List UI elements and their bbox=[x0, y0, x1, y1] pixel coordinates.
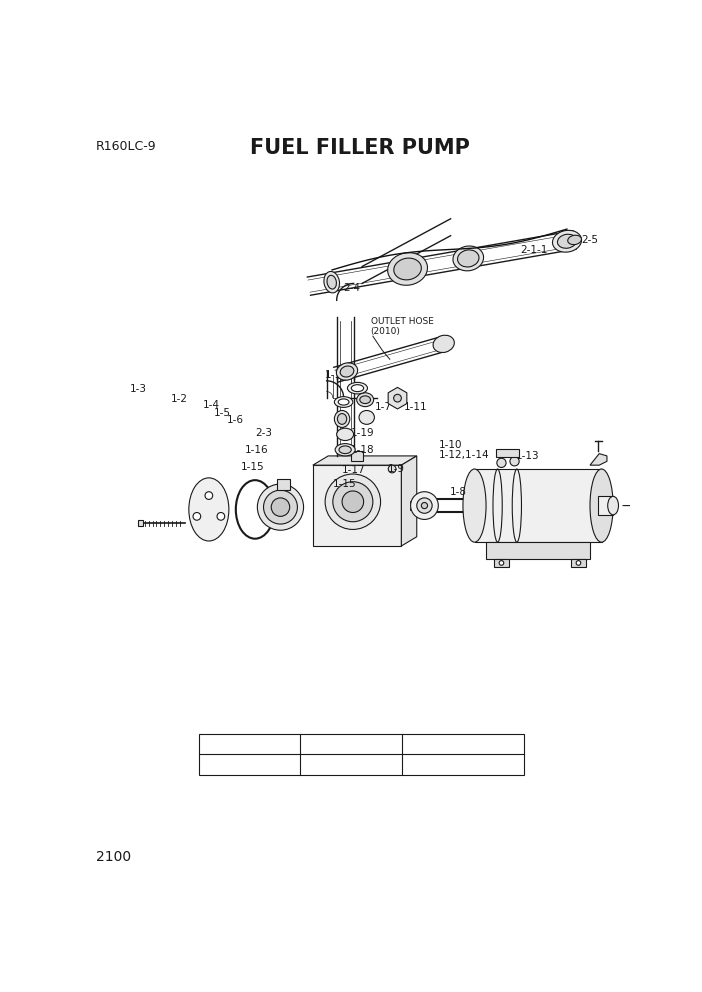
Ellipse shape bbox=[433, 335, 454, 352]
Bar bbox=[475, 469, 602, 543]
Circle shape bbox=[271, 498, 290, 517]
Text: Description: Description bbox=[218, 739, 282, 749]
Circle shape bbox=[499, 560, 504, 565]
Ellipse shape bbox=[463, 469, 486, 543]
Text: 1-5: 1-5 bbox=[214, 408, 231, 419]
Ellipse shape bbox=[557, 234, 576, 248]
Ellipse shape bbox=[324, 272, 340, 293]
Ellipse shape bbox=[394, 258, 421, 280]
Ellipse shape bbox=[327, 276, 336, 289]
Text: 1-6: 1-6 bbox=[227, 415, 244, 426]
Circle shape bbox=[417, 498, 432, 513]
Circle shape bbox=[342, 491, 364, 513]
Ellipse shape bbox=[347, 382, 367, 394]
Text: 2-5: 2-5 bbox=[581, 235, 598, 245]
Text: 1-15: 1-15 bbox=[333, 479, 357, 489]
Text: 1-4, 1-5, 1-6, 1-7: 1-4, 1-5, 1-6, 1-7 bbox=[416, 760, 510, 770]
Text: 2-1: 2-1 bbox=[462, 258, 479, 268]
Bar bbox=[138, 520, 143, 527]
Text: 2100: 2100 bbox=[95, 849, 131, 864]
Text: FUEL FILLER PUMP: FUEL FILLER PUMP bbox=[250, 138, 470, 158]
Bar bbox=[494, 559, 509, 566]
Circle shape bbox=[217, 513, 225, 520]
Circle shape bbox=[193, 513, 201, 520]
Ellipse shape bbox=[568, 235, 581, 245]
Ellipse shape bbox=[351, 385, 364, 392]
Text: 1-2: 1-2 bbox=[171, 395, 188, 405]
Ellipse shape bbox=[590, 469, 613, 543]
Bar bbox=[313, 465, 402, 546]
Ellipse shape bbox=[338, 414, 347, 425]
Text: 1-13: 1-13 bbox=[516, 451, 540, 461]
Ellipse shape bbox=[339, 446, 351, 453]
Text: 2-3: 2-3 bbox=[255, 429, 272, 438]
Bar bbox=[199, 733, 524, 775]
Circle shape bbox=[263, 490, 298, 524]
Text: 1-10: 1-10 bbox=[439, 439, 463, 449]
Text: 21EM-46201: 21EM-46201 bbox=[317, 760, 386, 770]
Text: 1-16: 1-16 bbox=[245, 445, 269, 455]
Circle shape bbox=[325, 474, 380, 530]
Text: 2-1-1: 2-1-1 bbox=[521, 245, 548, 255]
Text: 1-8: 1-8 bbox=[450, 487, 467, 497]
Circle shape bbox=[576, 560, 581, 565]
Text: 1-12,1-14: 1-12,1-14 bbox=[439, 449, 490, 459]
Circle shape bbox=[497, 458, 506, 467]
Circle shape bbox=[421, 503, 428, 509]
Ellipse shape bbox=[360, 396, 371, 404]
Ellipse shape bbox=[334, 397, 353, 408]
Text: 1-4: 1-4 bbox=[203, 401, 220, 411]
Text: SERVICE KIT: SERVICE KIT bbox=[216, 760, 284, 770]
Circle shape bbox=[411, 492, 438, 520]
Polygon shape bbox=[313, 456, 417, 465]
Text: 1-19: 1-19 bbox=[351, 429, 375, 438]
Bar bbox=[350, 450, 363, 461]
Bar bbox=[486, 543, 590, 559]
Text: Parts no: Parts no bbox=[329, 739, 374, 749]
Ellipse shape bbox=[334, 411, 350, 428]
Ellipse shape bbox=[608, 496, 618, 515]
Circle shape bbox=[510, 456, 519, 466]
Circle shape bbox=[258, 484, 303, 530]
Text: Included item: Included item bbox=[425, 739, 501, 749]
Text: 1-7: 1-7 bbox=[374, 402, 392, 412]
Polygon shape bbox=[388, 388, 407, 409]
Circle shape bbox=[205, 492, 213, 499]
Text: 1-18: 1-18 bbox=[351, 445, 375, 455]
Ellipse shape bbox=[552, 230, 581, 252]
Text: 1-3: 1-3 bbox=[130, 384, 147, 394]
Ellipse shape bbox=[453, 246, 484, 271]
Text: OUTLET HOSE
(2010): OUTLET HOSE (2010) bbox=[371, 316, 433, 336]
Text: R160LC-9: R160LC-9 bbox=[95, 140, 157, 153]
Text: 2-4: 2-4 bbox=[343, 283, 361, 293]
Ellipse shape bbox=[336, 363, 357, 380]
Bar bbox=[496, 449, 519, 456]
Bar bbox=[644, 503, 651, 509]
Circle shape bbox=[388, 465, 396, 473]
Ellipse shape bbox=[359, 411, 374, 425]
Ellipse shape bbox=[337, 429, 354, 440]
Ellipse shape bbox=[335, 443, 355, 456]
Ellipse shape bbox=[357, 393, 373, 407]
Ellipse shape bbox=[388, 253, 428, 286]
Bar bbox=[571, 559, 586, 566]
Text: 1-17: 1-17 bbox=[342, 465, 366, 475]
Text: 2-3: 2-3 bbox=[396, 270, 413, 280]
Bar bbox=[597, 496, 613, 515]
Bar bbox=[277, 479, 291, 490]
Polygon shape bbox=[590, 453, 607, 465]
Text: 1-1: 1-1 bbox=[325, 370, 342, 380]
Polygon shape bbox=[402, 456, 417, 546]
Text: 1-9: 1-9 bbox=[388, 463, 405, 473]
Text: 1-15: 1-15 bbox=[240, 462, 264, 472]
Ellipse shape bbox=[394, 394, 402, 402]
Ellipse shape bbox=[338, 399, 349, 405]
Circle shape bbox=[333, 482, 373, 522]
Ellipse shape bbox=[458, 250, 479, 267]
Ellipse shape bbox=[340, 366, 354, 377]
Ellipse shape bbox=[189, 478, 229, 541]
Text: 1-11: 1-11 bbox=[404, 402, 428, 412]
